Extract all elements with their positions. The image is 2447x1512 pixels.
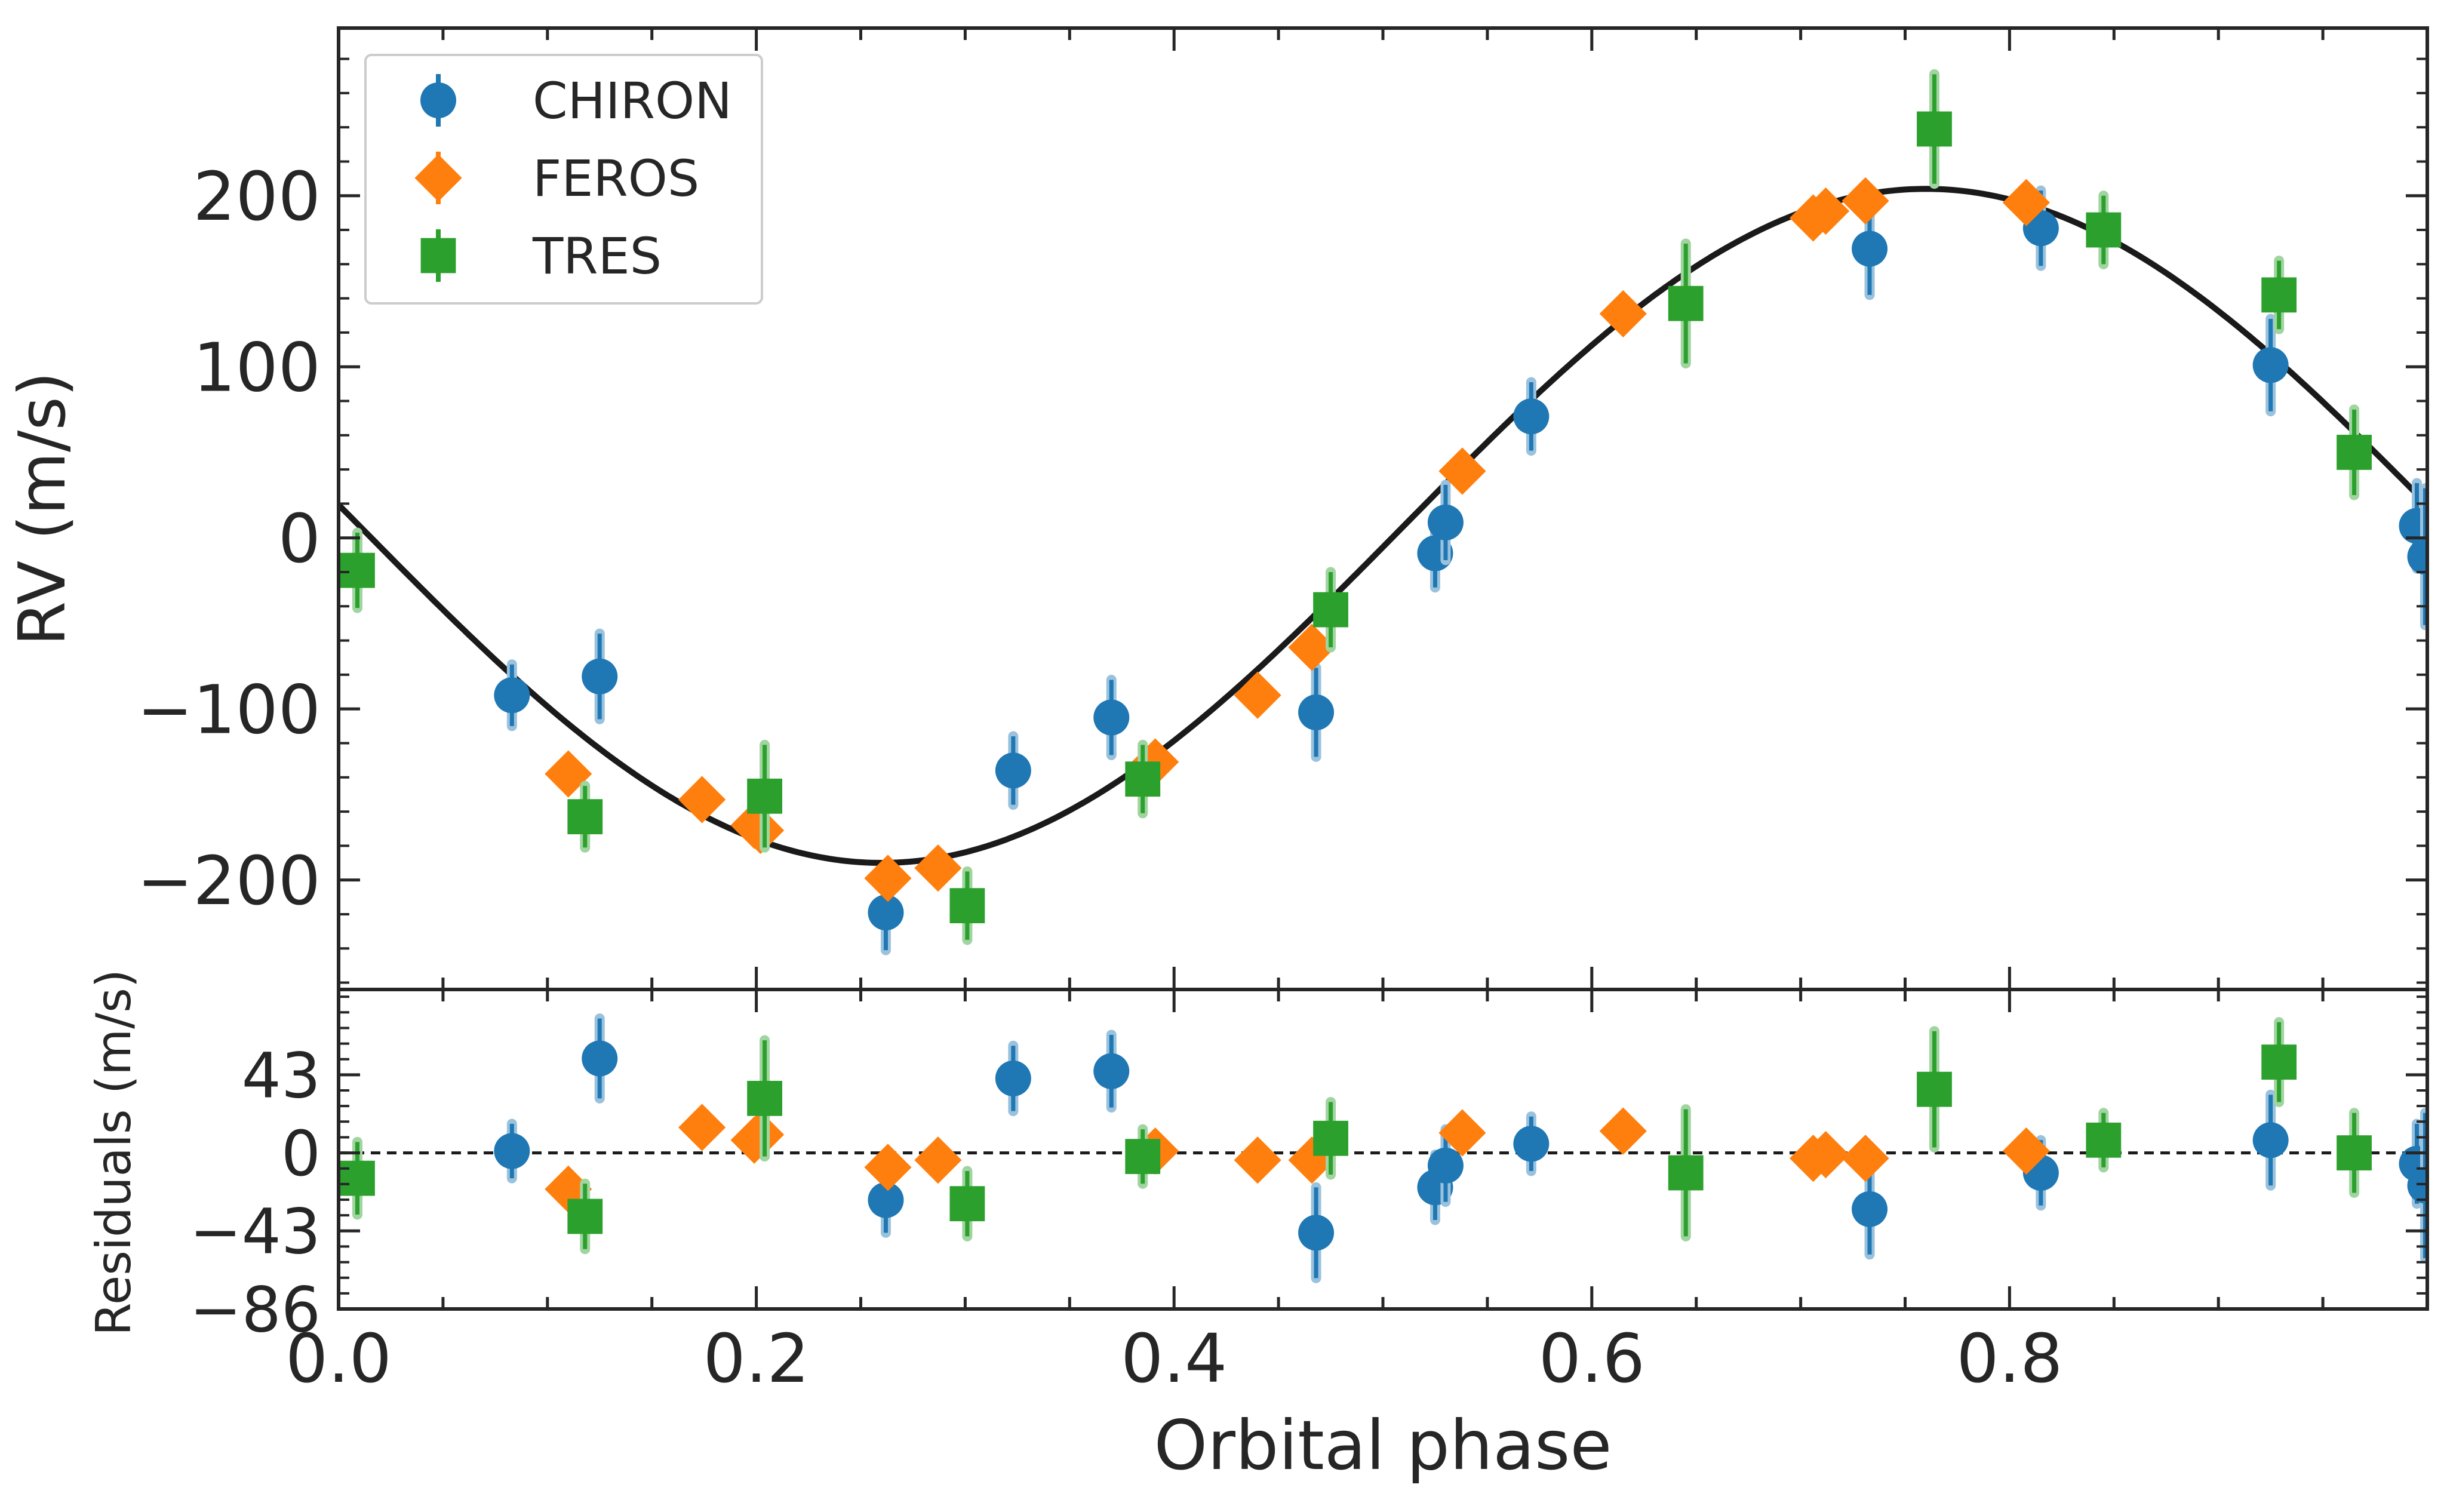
- tres-point: [2086, 212, 2122, 248]
- legend-chiron-label: CHIRON: [533, 72, 732, 130]
- rv-y-tick-label: −200: [137, 843, 321, 920]
- feros-point: [545, 1165, 592, 1213]
- x-axis-label: Orbital phase: [1154, 1406, 1612, 1485]
- chiron-point: [582, 658, 618, 694]
- feros-point: [914, 844, 962, 892]
- tres-point: [949, 888, 985, 924]
- feros-point: [1599, 1107, 1647, 1155]
- x-tick-label: 0.4: [1121, 1320, 1227, 1398]
- chiron-point: [1852, 1191, 1888, 1227]
- feros-point: [1802, 1131, 1850, 1179]
- rv-series-feros: [545, 177, 2050, 902]
- tres-point: [1668, 1155, 1704, 1191]
- chiron-point: [868, 1182, 904, 1218]
- residuals-y-tick-label: 43: [242, 1039, 321, 1112]
- residuals-data-layer: [339, 1013, 2427, 1283]
- rv-y-tick-label: −100: [137, 671, 321, 749]
- legend-frame: [364, 54, 763, 305]
- chiron-point: [2252, 347, 2289, 383]
- tres-point: [1125, 1139, 1161, 1175]
- tres-point: [2261, 1044, 2297, 1080]
- legend: CHIRON FEROS TRES: [364, 54, 763, 305]
- tres-point: [747, 1080, 782, 1116]
- rv-series-tres: [340, 69, 2372, 945]
- rv-y-tick-label: 100: [193, 330, 321, 407]
- tres-point: [567, 1198, 603, 1234]
- chiron-point: [1427, 1147, 1464, 1184]
- feros-point: [678, 1104, 726, 1151]
- feros-point: [1842, 1135, 1889, 1182]
- rv-y-axis-label: RV (m/s): [5, 371, 80, 646]
- x-tick-label: 0.8: [1956, 1320, 2062, 1398]
- rv-series-chiron: [494, 185, 2427, 955]
- feros-point: [1802, 187, 1850, 235]
- chiron-point: [1298, 694, 1335, 730]
- tres-point: [567, 799, 603, 835]
- chiron-point: [995, 752, 1031, 789]
- tres-point: [2086, 1122, 2122, 1158]
- chiron-point: [868, 895, 904, 931]
- legend-feros-marker: [414, 154, 462, 202]
- tres-point: [747, 778, 782, 814]
- rv-panel: −200 −100 0 100 200: [137, 26, 2429, 991]
- chiron-point: [1093, 1053, 1130, 1089]
- chiron-point: [1513, 398, 1550, 435]
- residuals-y-axis-label: Residuals (m/s): [86, 969, 142, 1336]
- tres-point: [1668, 285, 1704, 321]
- tres-point: [2337, 1135, 2372, 1170]
- feros-point: [2002, 179, 2050, 226]
- chiron-point: [2407, 539, 2427, 575]
- chiron-point: [2407, 1167, 2427, 1204]
- chiron-point: [995, 1060, 1031, 1096]
- x-tick-label: 0.0: [285, 1320, 392, 1398]
- chiron-point: [1852, 231, 1888, 267]
- feros-point: [1288, 623, 1336, 671]
- tres-point: [1917, 1071, 1952, 1107]
- feros-point: [1438, 447, 1486, 495]
- legend-tres-marker: [420, 238, 456, 273]
- tres-point: [340, 552, 375, 588]
- chiron-point: [582, 1040, 618, 1077]
- x-tick-label: 0.6: [1539, 1320, 1645, 1398]
- legend-feros-label: FEROS: [533, 149, 699, 208]
- residuals-series-tres: [340, 1017, 2372, 1255]
- feros-point: [1234, 1136, 1281, 1184]
- feros-point: [864, 855, 912, 902]
- feros-point: [864, 1144, 912, 1191]
- legend-tres-label: TRES: [532, 227, 662, 285]
- feros-point: [2002, 1127, 2050, 1175]
- legend-chiron-marker: [420, 82, 456, 118]
- residuals-y-tick-label: −86: [190, 1273, 321, 1346]
- tres-point: [1313, 592, 1348, 628]
- chiron-point: [494, 677, 530, 714]
- chiron-point: [1513, 1126, 1550, 1162]
- residuals-y-tick-label: 0: [281, 1117, 321, 1190]
- tres-point: [2261, 277, 2297, 313]
- rv-data-layer: [339, 69, 2427, 955]
- tres-point: [1313, 1120, 1348, 1156]
- residuals-series-feros: [545, 1104, 2050, 1213]
- chiron-point: [494, 1133, 530, 1169]
- feros-point: [1234, 671, 1281, 719]
- tres-point: [1125, 761, 1161, 797]
- chiron-point: [1093, 699, 1130, 736]
- feros-point: [1599, 290, 1647, 338]
- tres-point: [2337, 435, 2372, 470]
- feros-point: [678, 776, 726, 823]
- residuals-y-tick-label: −43: [190, 1196, 321, 1268]
- chiron-point: [1298, 1215, 1335, 1251]
- tres-point: [340, 1160, 375, 1196]
- tres-point: [1917, 111, 1952, 147]
- feros-point: [1842, 177, 1889, 225]
- x-tick-label: 0.2: [703, 1320, 810, 1398]
- feros-point: [1438, 1109, 1486, 1157]
- chiron-point: [2252, 1122, 2289, 1158]
- rv-y-tick-label: 0: [278, 500, 321, 578]
- feros-point: [914, 1136, 962, 1184]
- tres-point: [949, 1186, 985, 1222]
- rv-y-tick-label: 200: [193, 158, 321, 236]
- chiron-point: [1427, 504, 1464, 540]
